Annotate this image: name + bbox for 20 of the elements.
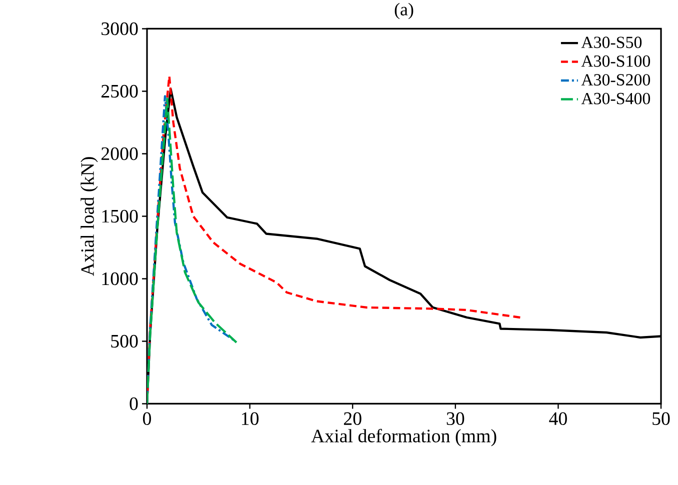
y-tick-label: 1000 bbox=[102, 272, 138, 286]
chart-title: (a) bbox=[394, 2, 414, 20]
legend-label: A30-S200 bbox=[581, 74, 650, 86]
y-tick-label: 0 bbox=[130, 397, 138, 410]
y-tick-label: 2500 bbox=[101, 84, 138, 98]
x-tick-label: 40 bbox=[549, 412, 567, 426]
legend-label: A30-S400 bbox=[581, 92, 650, 104]
x-tick-label: 0 bbox=[143, 412, 152, 426]
y-axis-title: Axial load (kN) bbox=[80, 157, 98, 276]
y-tick-label: 1500 bbox=[102, 210, 138, 223]
y-tick-label: 500 bbox=[111, 334, 138, 348]
x-tick-label: 20 bbox=[344, 412, 362, 426]
x-tick-label: 10 bbox=[242, 412, 259, 426]
legend-label: A30-S100 bbox=[581, 55, 650, 67]
legend-label: A30-S50 bbox=[581, 36, 642, 48]
y-tick-label: 3000 bbox=[102, 22, 138, 36]
y-tick-label: 2000 bbox=[101, 147, 138, 160]
x-axis-title: Axial deformation (mm) bbox=[311, 428, 496, 446]
x-tick-label: 50 bbox=[652, 412, 670, 426]
x-tick-label: 30 bbox=[446, 412, 464, 426]
